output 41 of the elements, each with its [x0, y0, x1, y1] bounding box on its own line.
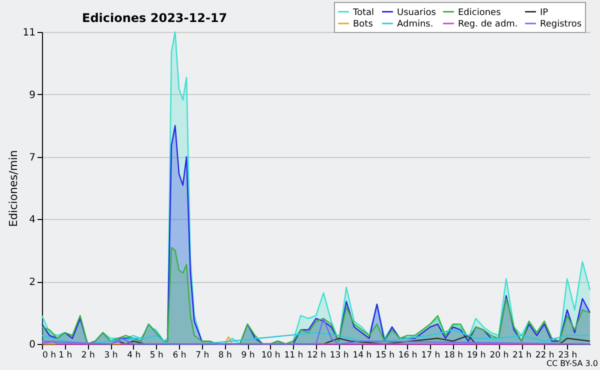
x-tick-label: 4 h: [127, 350, 141, 360]
x-tick-label: 8 h: [218, 350, 232, 360]
chart-title: Ediciones 2023-12-17: [82, 11, 228, 25]
x-tick-label: 18 h: [444, 350, 463, 360]
legend-label: Ediciones: [458, 8, 502, 18]
y-tick-label: 7: [29, 152, 36, 164]
x-tick-label: 15 h: [376, 350, 394, 360]
legend-label: Usuarios: [397, 8, 436, 18]
x-tick-label: 22 h: [535, 350, 554, 360]
y-tick-label: 9: [29, 90, 36, 101]
x-tick-label: 9 h: [241, 350, 255, 360]
x-tick-label: 11 h: [284, 350, 304, 360]
y-tick-label: 0: [29, 340, 36, 350]
x-tick-label: 17 h: [421, 350, 440, 360]
legend-label: Registros: [540, 20, 582, 30]
x-tick-label: 0 h: [42, 350, 56, 360]
x-tick-label: 12 h: [307, 350, 326, 360]
x-tick-label: 3 h: [104, 350, 118, 360]
legend-label: Reg. de adm.: [458, 20, 518, 30]
legend-label: Bots: [353, 20, 374, 30]
x-tick-label: 1 h: [58, 350, 72, 360]
x-tick-label: 19 h: [466, 350, 486, 360]
x-tick-label: 16 h: [398, 350, 418, 360]
x-tick-label: 14 h: [352, 350, 372, 360]
x-tick-label: 20 h: [490, 350, 509, 360]
x-tick-label: 21 h: [512, 350, 532, 360]
x-tick-label: 5 h: [150, 350, 164, 360]
y-tick-label: 2: [29, 277, 36, 288]
x-tick-label: 7 h: [196, 350, 210, 360]
legend-label: Total: [352, 8, 374, 18]
x-tick-label: 13 h: [330, 350, 349, 360]
x-tick-label: 2 h: [81, 350, 95, 360]
y-tick-label: 11: [22, 28, 36, 38]
y-tick-label: 4: [29, 214, 36, 226]
y-axis-title: Ediciones/min: [6, 150, 20, 227]
legend-label: Admins.: [397, 20, 434, 30]
x-tick-label: 10 h: [261, 350, 280, 360]
x-tick-label: 6 h: [172, 350, 186, 360]
x-tick-label: 23 h: [558, 350, 578, 360]
text: CC BY-SA 3.0: [546, 359, 598, 368]
legend-label: IP: [540, 8, 549, 18]
